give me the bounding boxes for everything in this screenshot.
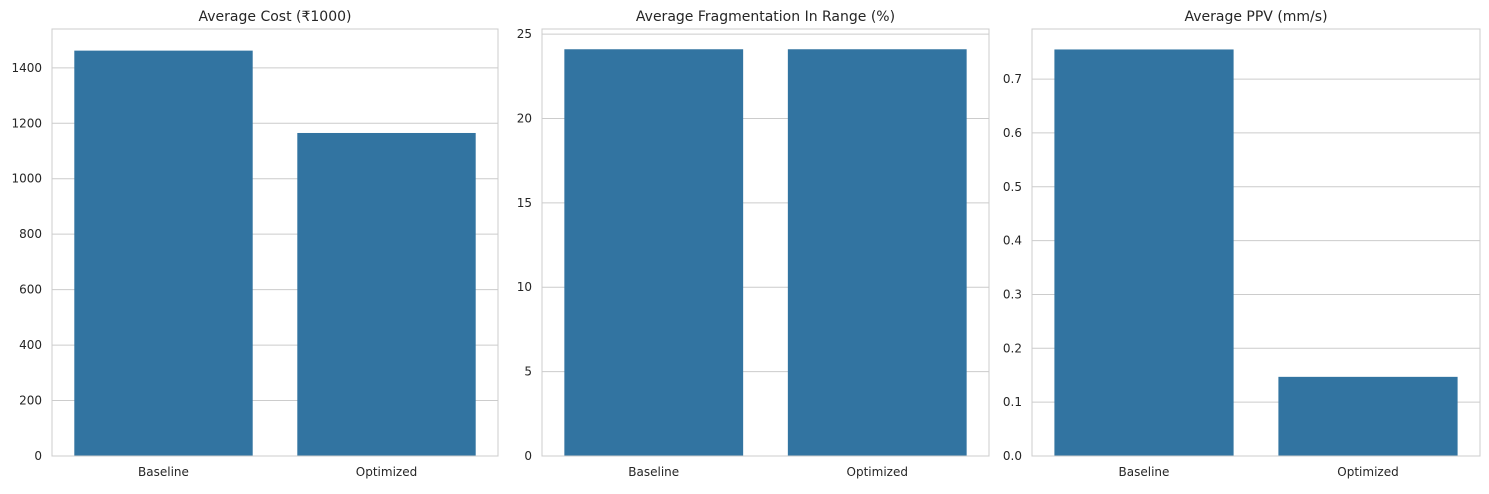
y-tick-label: 600 xyxy=(19,283,42,297)
y-tick-label: 800 xyxy=(19,227,42,241)
x-tick-label: Baseline xyxy=(1119,465,1170,479)
y-tick-label: 0.5 xyxy=(1003,180,1022,194)
y-tick-label: 0.6 xyxy=(1003,126,1022,140)
bar-baseline xyxy=(1054,49,1234,456)
y-tick-label: 25 xyxy=(517,27,532,41)
bar-optimized xyxy=(787,49,967,457)
bar-baseline xyxy=(564,49,744,457)
y-tick-label: 0 xyxy=(34,449,42,463)
y-tick-label: 1000 xyxy=(11,172,42,186)
y-tick-label: 0.4 xyxy=(1003,234,1022,248)
bar-optimized xyxy=(297,132,476,456)
chart-panel-3: 0.0 0.1 0.2 0.3 0.4 0.5 0.6 0.7 Baseline Optimize… xyxy=(1003,9,1481,479)
y-tick-label: 0 xyxy=(524,449,532,463)
bar-optimized xyxy=(1278,376,1458,456)
x-tick-label: Baseline xyxy=(138,465,189,479)
y-tick-label: 0.7 xyxy=(1003,72,1022,86)
y-tick-label: 1400 xyxy=(11,61,42,75)
chart-panel-2: 0 5 10 15 20 25 Baseline Optimized Average Fragm… xyxy=(517,9,990,479)
y-tick-label: 0.1 xyxy=(1003,395,1022,409)
bar-baseline xyxy=(74,50,253,457)
y-tick-label: 15 xyxy=(517,196,532,210)
chart-title: Average Fragmentation In Range (%) xyxy=(636,9,895,25)
plot-frame xyxy=(51,28,499,457)
y-tick-label: 400 xyxy=(19,338,42,352)
y-tick-label: 1200 xyxy=(11,116,42,130)
x-tick-label: Optimized xyxy=(356,465,417,479)
plot-frame xyxy=(541,28,990,457)
x-tick-label: Baseline xyxy=(628,465,679,479)
y-tick-label: 0.2 xyxy=(1003,341,1022,355)
plot-frame xyxy=(1031,28,1481,457)
chart-panel-1: 0 200 400 600 800 1000 1200 1400 Baseline Optimiz… xyxy=(11,9,499,479)
chart-title: Average PPV (mm/s) xyxy=(1184,9,1327,25)
y-tick-label: 0.3 xyxy=(1003,287,1022,301)
y-tick-label: 5 xyxy=(524,365,532,379)
chart-title: Average Cost (₹1000) xyxy=(199,9,352,25)
y-tick-label: 200 xyxy=(19,394,42,408)
y-tick-label: 10 xyxy=(517,280,532,294)
y-tick-label: 20 xyxy=(517,111,532,125)
x-tick-label: Optimized xyxy=(847,465,908,479)
y-tick-label: 0.0 xyxy=(1003,449,1022,463)
x-tick-label: Optimized xyxy=(1337,465,1398,479)
